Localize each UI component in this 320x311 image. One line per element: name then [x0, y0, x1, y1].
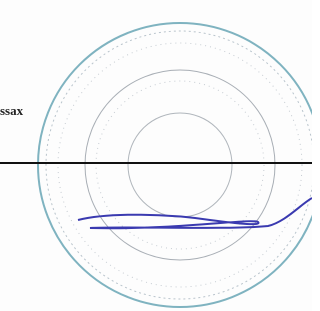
page: {"label": "ssax"} ssax (() => { const da… — [0, 0, 312, 311]
dial-image: ssax — [0, 0, 312, 311]
label: ssax — [0, 103, 24, 118]
